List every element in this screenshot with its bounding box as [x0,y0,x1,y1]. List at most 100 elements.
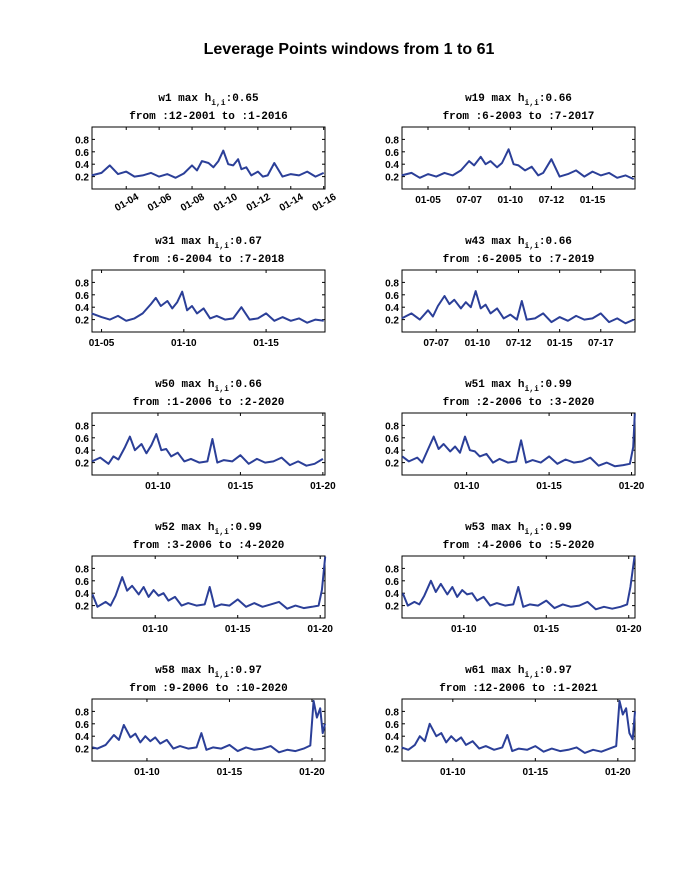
y-tick-label: 0.8 [75,564,89,575]
y-tick-label: 0.4 [385,446,399,457]
y-tick-label: 0.6 [75,577,89,588]
panel-title-value: :0.99 [229,522,262,534]
x-tick-label: 07-07 [456,195,482,206]
series-line [401,290,635,325]
panel-subtitle: from :4-2006 to :5-2020 [443,540,595,552]
series-line [91,433,324,467]
panel-title-value: :0.66 [539,93,572,105]
panel-window-51: w51 max hi,i:0.99 from :2-2006 to :3-2020… [385,379,645,492]
panel-window-61: w61 max hi,i:0.97 from :12-2006 to :1-202… [385,665,636,778]
panel-window-58: w58 max hi,i:0.97 from :9-2006 to :10-202… [75,665,326,778]
y-tick-label: 0.8 [75,278,89,289]
y-tick-label: 0.4 [75,589,89,600]
panel-subtitle: from :6-2003 to :7-2017 [443,111,595,123]
y-tick-label: 0.8 [385,421,399,432]
axes-box [91,126,326,190]
x-tick-label: 01-10 [451,624,477,635]
panel-title-main: w51 max h [465,379,524,391]
panel-title-value: :0.97 [229,665,262,677]
y-tick-label: 0.2 [75,602,89,613]
y-tick-label: 0.8 [385,707,399,718]
panel-title-value: :0.67 [229,236,262,248]
series-line [92,699,326,754]
y-tick-label: 0.4 [75,446,89,457]
panel-title-value: :0.97 [539,665,572,677]
panel-title-subscript: i,i [215,671,230,680]
panel-title: w52 max hi,i:0.99 [155,522,262,537]
y-tick-label: 0.2 [385,459,399,470]
y-tick-label: 0.4 [385,303,399,314]
panel-subtitle: from :12-2001 to :1-2016 [129,111,287,123]
y-tick-label: 0.6 [75,148,89,159]
y-tick-label: 0.2 [385,745,399,756]
y-tick-label: 0.8 [75,421,89,432]
panel-subtitle: from :6-2005 to :7-2019 [443,254,595,266]
x-tick-label: 01-10 [454,481,480,492]
panel-title: w53 max hi,i:0.99 [465,522,572,537]
series-line [401,413,636,468]
series-line [91,290,324,324]
y-tick-label: 0.4 [75,160,89,171]
y-tick-label: 0.8 [385,278,399,289]
axes-box [91,412,326,476]
y-tick-label: 0.2 [75,316,89,327]
panel-title-main: w43 max h [465,236,524,248]
panel-title-value: :0.66 [229,379,262,391]
x-tick-label: 01-15 [253,338,279,349]
x-tick-label: 01-05 [415,195,441,206]
panel-title-subscript: i,i [525,528,540,537]
panel-title-main: w61 max h [465,665,524,677]
x-tick-label: 01-15 [228,481,254,492]
panel-title-main: w50 max h [155,379,214,391]
panel-subtitle: from :2-2006 to :3-2020 [443,397,595,409]
y-tick-label: 0.8 [75,707,89,718]
y-tick-label: 0.2 [385,173,399,184]
y-tick-label: 0.2 [75,459,89,470]
x-tick-label: 07-17 [588,338,614,349]
x-tick-label: 01-10 [134,767,160,778]
panel-title: w58 max hi,i:0.97 [155,665,262,680]
panel-title-value: :0.65 [226,93,259,105]
x-tick-label: 01-15 [225,624,251,635]
panel-title-main: w19 max h [465,93,524,105]
axes-box [401,126,636,190]
x-tick-label: 01-20 [619,481,645,492]
panel-title: w51 max hi,i:0.99 [465,379,572,394]
y-tick-label: 0.6 [385,291,399,302]
panel-title: w50 max hi,i:0.66 [155,379,262,394]
x-tick-label: 01-10 [145,481,171,492]
x-tick-label: 07-12 [506,338,532,349]
x-tick-label: 01-20 [310,481,336,492]
x-tick-label: 01-10 [171,338,197,349]
panel-title-main: w31 max h [155,236,214,248]
x-tick-label: 01-05 [89,338,115,349]
x-tick-label: 07-07 [423,338,449,349]
x-tick-label: 01-15 [523,767,549,778]
axes-box [91,555,326,619]
panel-window-52: w52 max hi,i:0.99 from :3-2006 to :4-2020… [75,522,333,635]
axes-box [401,412,636,476]
x-tick-label: 01-10 [497,195,523,206]
series-line [401,699,636,754]
x-tick-label: 01-20 [616,624,642,635]
y-tick-label: 0.2 [75,745,89,756]
panel-title-main: w53 max h [465,522,524,534]
panel-window-43: w43 max hi,i:0.66 from :6-2005 to :7-2019… [385,236,636,349]
x-tick-label: 01-15 [547,338,573,349]
y-tick-label: 0.4 [385,160,399,171]
y-tick-label: 0.6 [385,434,399,445]
x-tick-label: 01-20 [299,767,325,778]
axes-box [401,555,636,619]
panel-subtitle: from :9-2006 to :10-2020 [129,683,287,695]
panel-title: w31 max hi,i:0.67 [155,236,262,251]
x-tick-label: 01-10 [440,767,466,778]
panel-window-50: w50 max hi,i:0.66 from :1-2006 to :2-2020… [75,379,336,492]
panel-title-main: w52 max h [155,522,214,534]
y-tick-label: 0.6 [75,291,89,302]
panel-title-subscript: i,i [215,528,230,537]
y-tick-label: 0.8 [385,135,399,146]
x-tick-label: 01-10 [465,338,491,349]
